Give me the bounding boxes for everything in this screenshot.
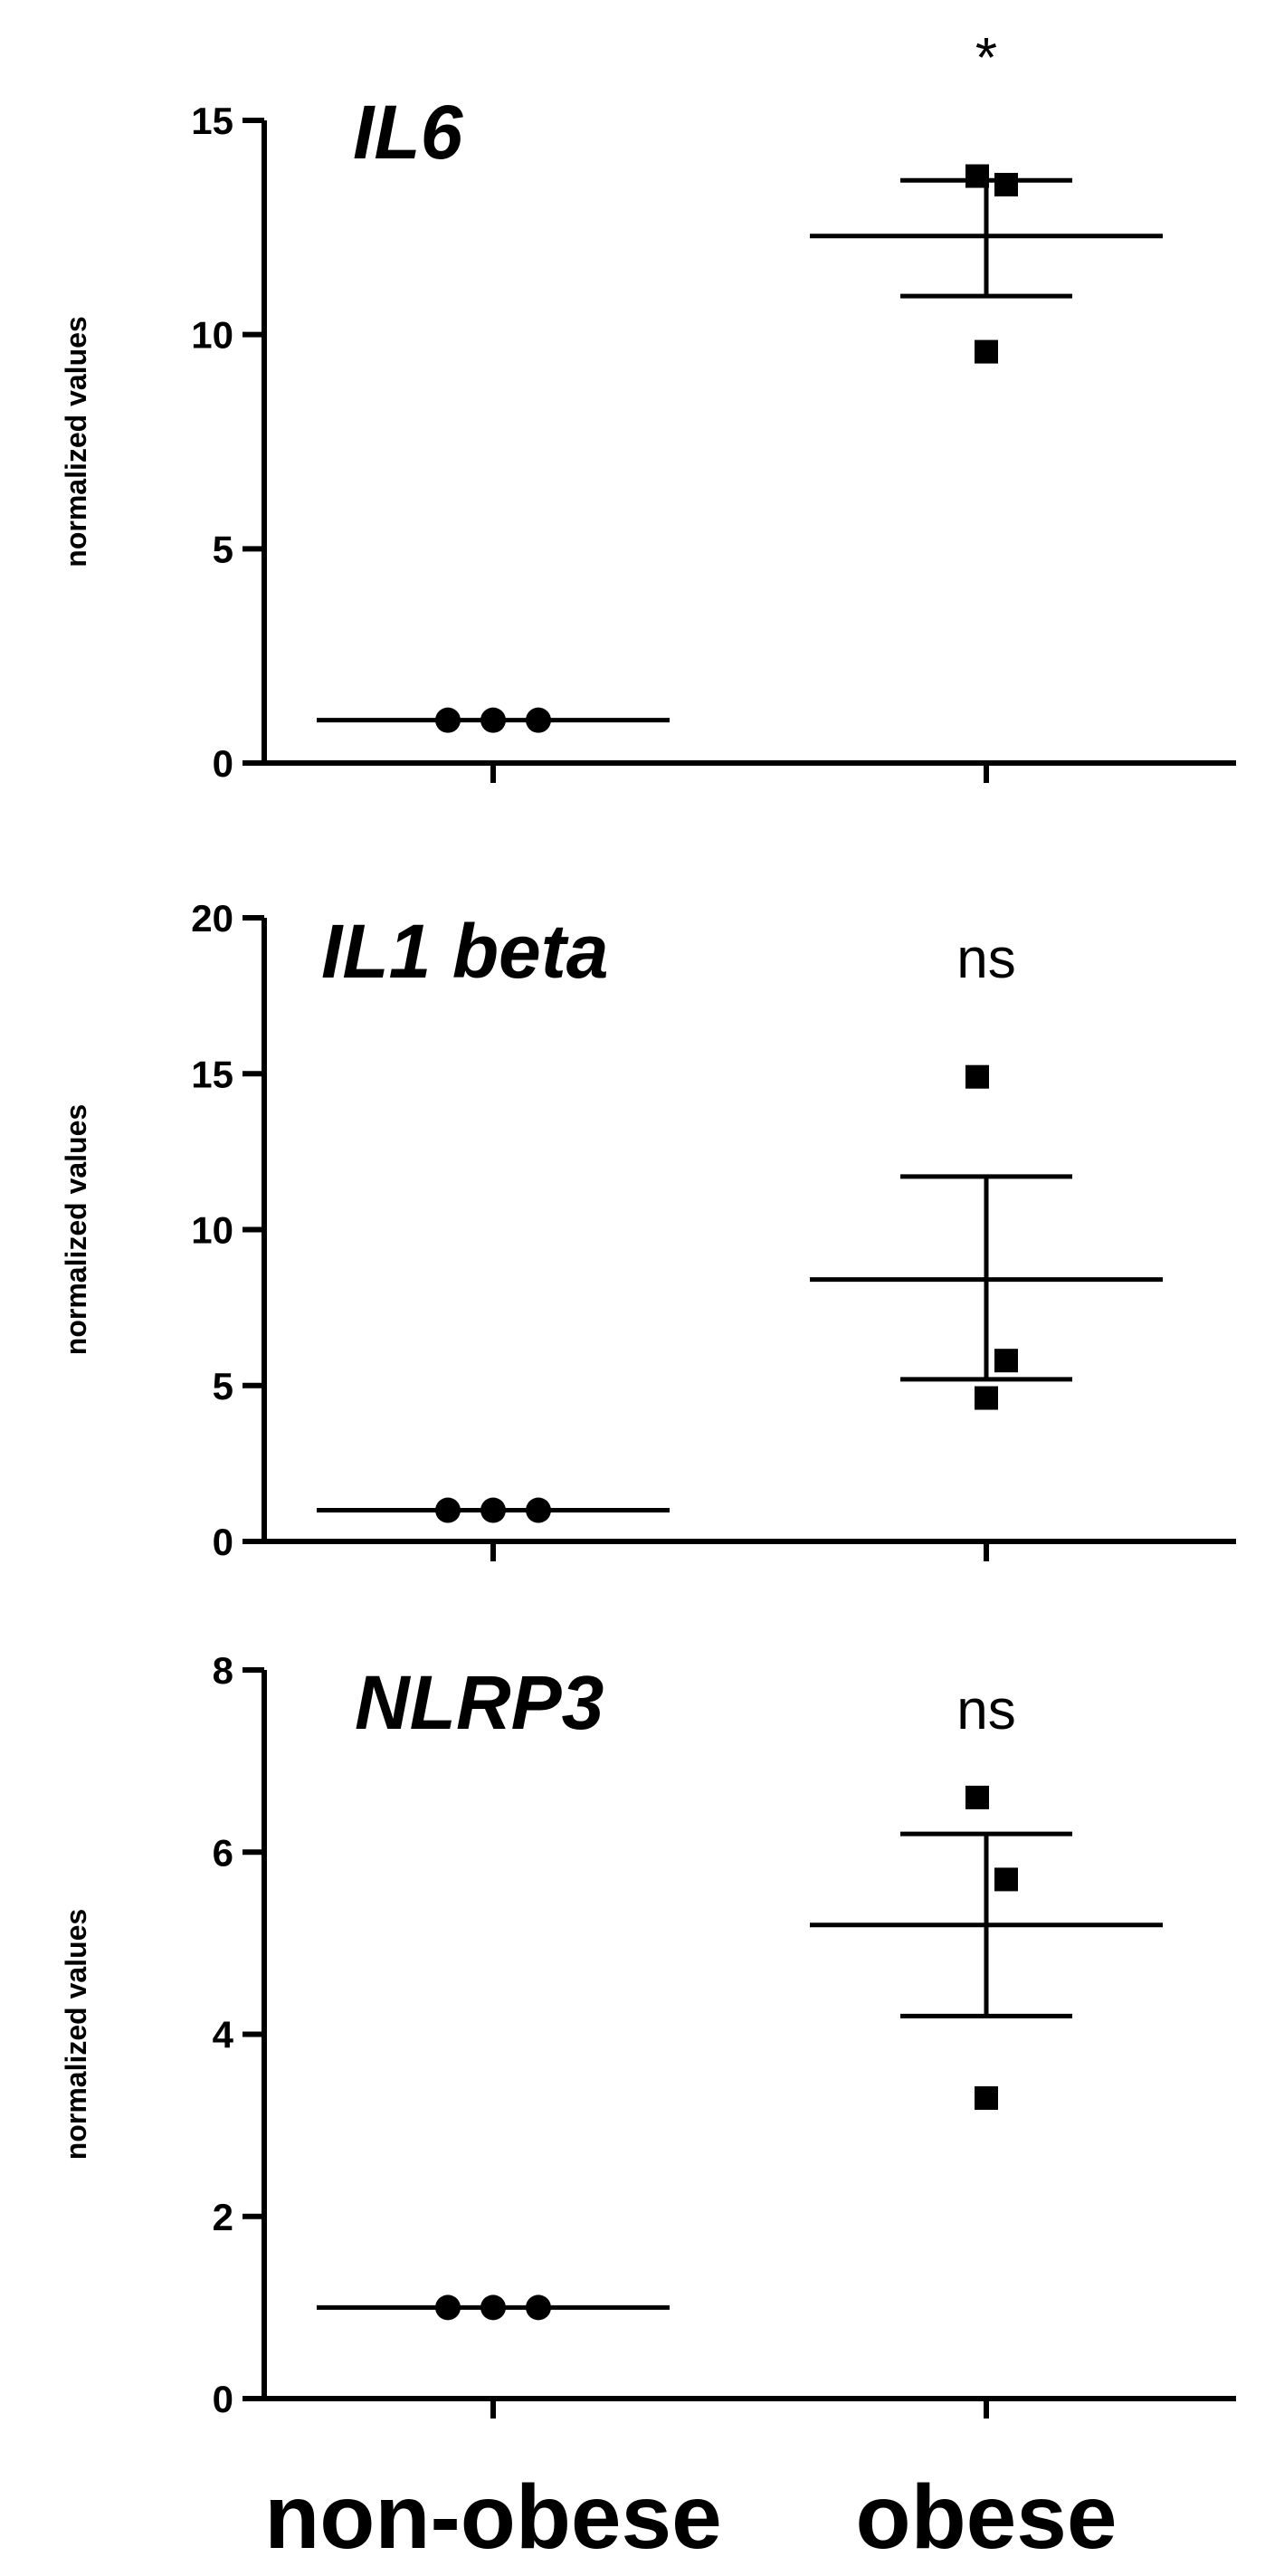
- panel-il6: 0 5 10 15 normalized values IL6 *: [60, 27, 1236, 785]
- data-point-nlrp3-obese-2: [975, 2085, 998, 2110]
- y-axis-label-il1-beta: normalized values: [60, 1104, 92, 1355]
- y-tick-label-nlrp3-4: 4: [213, 2014, 234, 2056]
- data-point-il6-obese-0: [965, 164, 989, 188]
- data-point-il1-beta-non-obese-2: [526, 1497, 551, 1523]
- y-axis-label-il6: normalized values: [60, 316, 92, 567]
- significance-annotation-il6: *: [975, 27, 997, 90]
- panel-il1-beta: 0 5 10 15 20 normalized values IL1 beta ns: [60, 897, 1236, 1563]
- data-point-nlrp3-non-obese-0: [435, 2295, 461, 2321]
- data-point-nlrp3-non-obese-2: [526, 2295, 551, 2321]
- y-tick-label-nlrp3-2: 2: [213, 2196, 233, 2238]
- y-tick-label-il6-15: 15: [191, 100, 233, 142]
- data-point-il1-beta-non-obese-1: [480, 1497, 506, 1523]
- y-tick-label-il6-10: 10: [191, 314, 233, 357]
- data-point-il6-non-obese-0: [435, 707, 461, 733]
- y-tick-label-il6-5: 5: [213, 528, 233, 570]
- data-point-il6-non-obese-1: [480, 707, 506, 733]
- y-tick-label-il1-beta-10: 10: [191, 1209, 233, 1252]
- y-tick-label-nlrp3-8: 8: [213, 1649, 233, 1692]
- x-category-label-obese: obese: [855, 2466, 1117, 2568]
- significance-annotation-il1-beta: ns: [956, 928, 1015, 990]
- y-axis-label-nlrp3: normalized values: [60, 1909, 92, 2160]
- panel-title-il6: IL6: [353, 90, 464, 175]
- data-point-nlrp3-obese-1: [994, 1867, 1018, 1892]
- data-point-il1-beta-non-obese-0: [435, 1497, 461, 1523]
- data-point-il6-obese-1: [994, 173, 1018, 196]
- panel-title-il1-beta: IL1 beta: [321, 909, 608, 994]
- panel-title-nlrp3: NLRP3: [355, 1660, 604, 1745]
- data-point-il6-non-obese-2: [526, 707, 551, 733]
- y-tick-label-nlrp3-6: 6: [213, 1831, 233, 1874]
- y-tick-label-il1-beta-5: 5: [213, 1365, 233, 1407]
- data-point-il1-beta-obese-1: [994, 1349, 1018, 1373]
- y-tick-label-il1-beta-0: 0: [213, 1521, 233, 1563]
- y-tick-label-il6-0: 0: [213, 742, 233, 785]
- data-point-il6-obese-2: [975, 339, 998, 364]
- data-point-nlrp3-obese-0: [965, 1785, 989, 1809]
- data-point-nlrp3-non-obese-1: [480, 2295, 506, 2321]
- y-tick-label-il1-beta-15: 15: [191, 1053, 233, 1095]
- data-point-il1-beta-obese-0: [965, 1064, 989, 1089]
- x-category-label-non-obese: non-obese: [264, 2466, 722, 2568]
- data-point-il1-beta-obese-2: [975, 1386, 998, 1410]
- panel-nlrp3: 0 2 4 6 8 normalized values NLRP3 ns: [60, 1649, 1236, 2420]
- y-tick-label-nlrp3-0: 0: [213, 2378, 233, 2420]
- significance-annotation-nlrp3: ns: [956, 1679, 1015, 1741]
- y-tick-label-il1-beta-20: 20: [191, 897, 233, 940]
